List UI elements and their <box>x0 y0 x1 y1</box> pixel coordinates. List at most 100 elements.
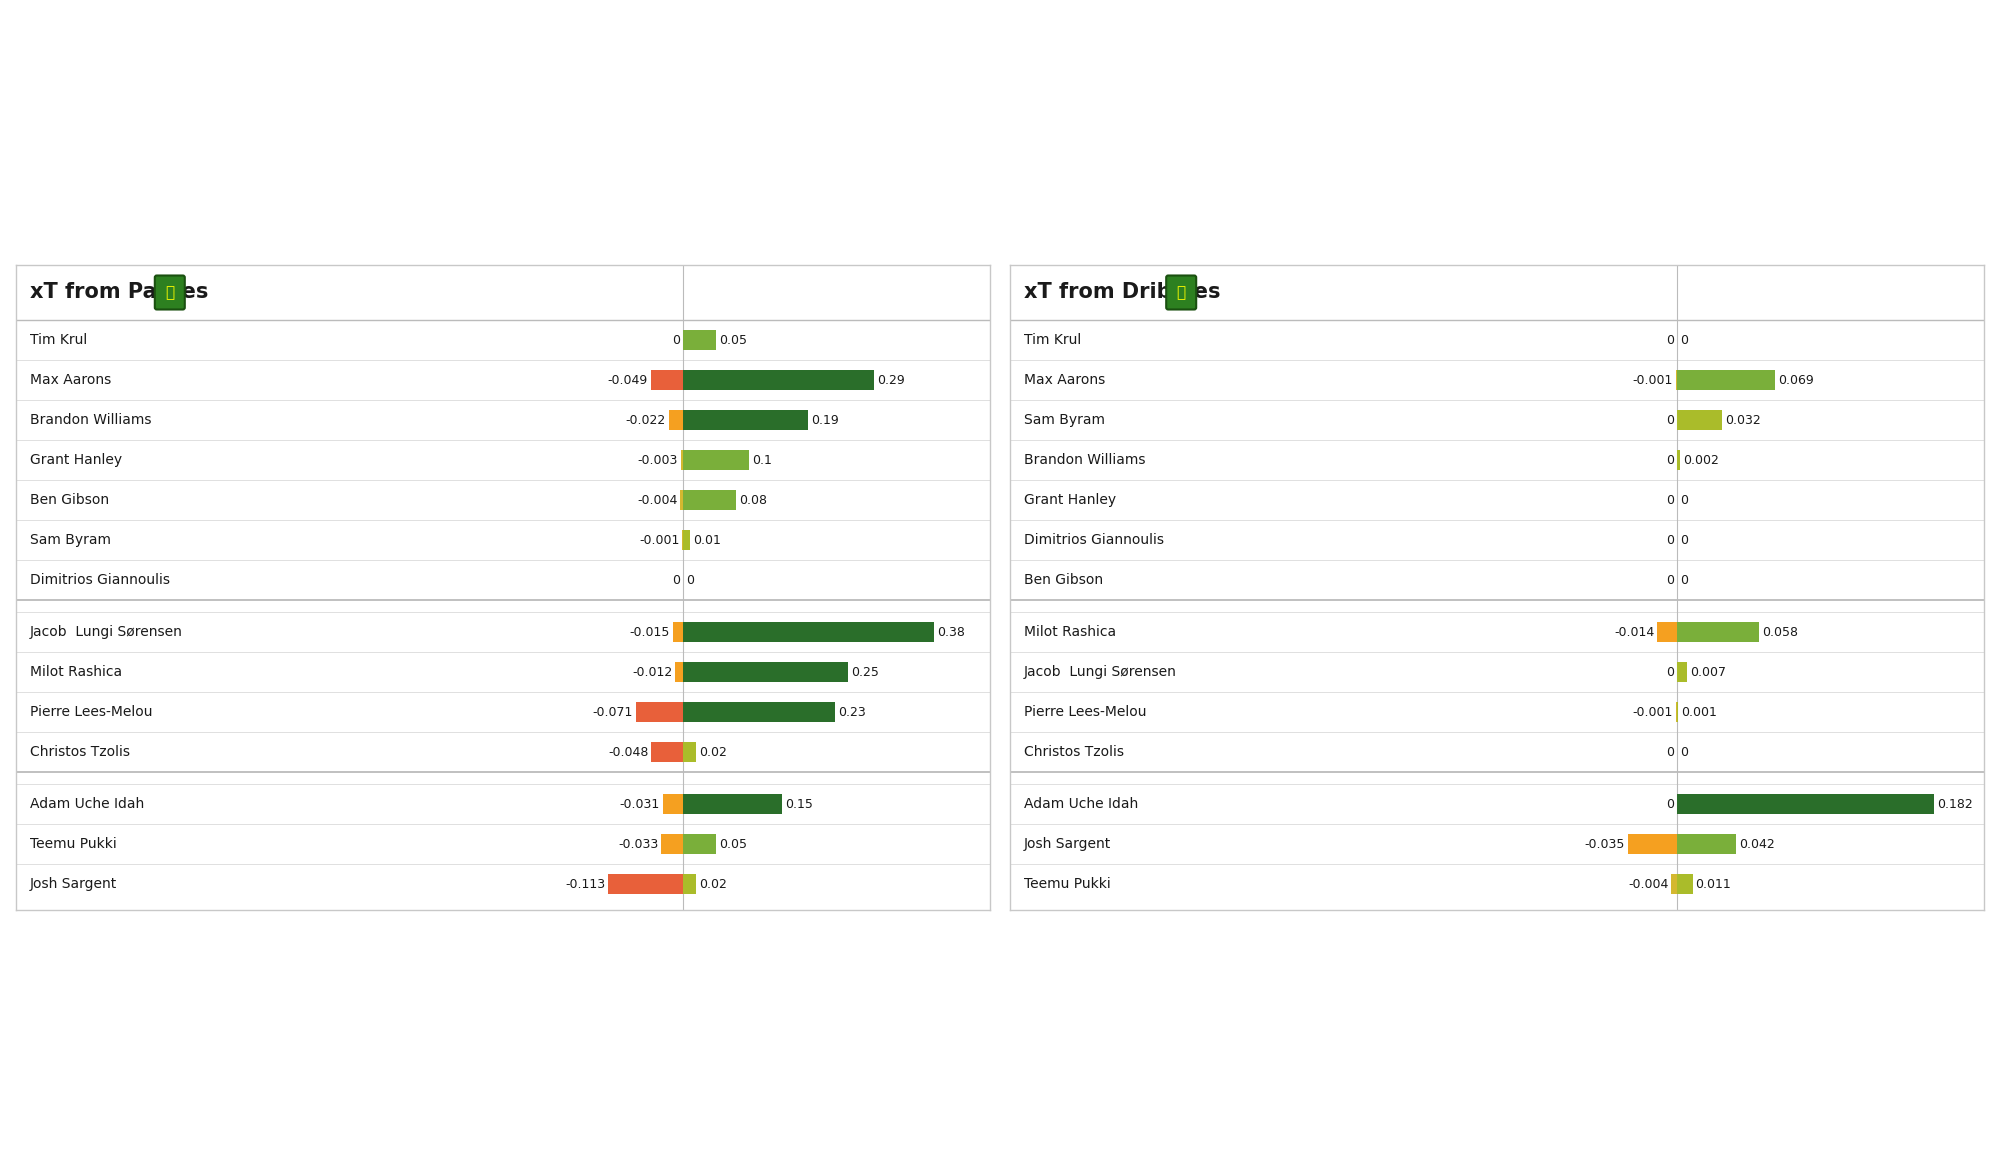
Text: 0: 0 <box>1680 573 1688 586</box>
Text: 0.05: 0.05 <box>720 334 748 347</box>
Bar <box>684 834 716 853</box>
Bar <box>684 874 696 894</box>
Text: 0.15: 0.15 <box>786 798 812 811</box>
Text: Jacob  Lungi Sørensen: Jacob Lungi Sørensen <box>1024 665 1176 679</box>
Text: Josh Sargent: Josh Sargent <box>30 877 118 891</box>
Bar <box>674 623 684 642</box>
Bar <box>1678 874 1692 894</box>
Text: ⚽: ⚽ <box>1172 281 1186 304</box>
Text: 0.042: 0.042 <box>1740 838 1776 851</box>
Text: Christos Tzolis: Christos Tzolis <box>1024 745 1124 759</box>
Text: xT from Passes: xT from Passes <box>30 282 208 302</box>
Text: 0.007: 0.007 <box>1690 665 1726 678</box>
Text: Milot Rashica: Milot Rashica <box>1024 625 1116 639</box>
Text: -0.003: -0.003 <box>638 454 678 466</box>
Text: Dimitrios Giannoulis: Dimitrios Giannoulis <box>30 573 170 588</box>
Text: -0.022: -0.022 <box>626 414 666 427</box>
Text: Josh Sargent: Josh Sargent <box>1024 837 1112 851</box>
Bar <box>676 663 684 682</box>
Text: 0: 0 <box>1666 798 1674 811</box>
Text: 0.032: 0.032 <box>1726 414 1762 427</box>
Text: Sam Byram: Sam Byram <box>1024 412 1104 427</box>
Text: 🐦: 🐦 <box>166 286 174 300</box>
Text: 0.002: 0.002 <box>1682 454 1718 466</box>
Bar <box>1672 874 1678 894</box>
Text: 0.058: 0.058 <box>1762 625 1798 638</box>
Text: 0.19: 0.19 <box>812 414 840 427</box>
Text: -0.048: -0.048 <box>608 745 648 759</box>
Text: Ben Gibson: Ben Gibson <box>30 494 110 506</box>
Text: 0: 0 <box>672 334 680 347</box>
Bar <box>1678 370 1774 390</box>
Text: -0.012: -0.012 <box>632 665 672 678</box>
Text: 0: 0 <box>1680 533 1688 546</box>
Bar <box>684 450 750 470</box>
Text: 0.01: 0.01 <box>692 533 720 546</box>
Bar <box>650 370 684 390</box>
Bar <box>1658 623 1678 642</box>
Text: Brandon Williams: Brandon Williams <box>30 412 152 427</box>
Text: Dimitrios Giannoulis: Dimitrios Giannoulis <box>1024 533 1164 548</box>
Text: 0.069: 0.069 <box>1778 374 1814 387</box>
Text: Brandon Williams: Brandon Williams <box>1024 454 1146 466</box>
Text: -0.004: -0.004 <box>638 494 678 506</box>
Text: 0: 0 <box>1680 745 1688 759</box>
Text: 0.23: 0.23 <box>838 705 866 718</box>
Text: 🐦: 🐦 <box>1176 286 1186 300</box>
Text: 0.08: 0.08 <box>738 494 766 506</box>
Text: ⚽: ⚽ <box>160 281 174 304</box>
Bar <box>1678 794 1934 813</box>
Bar <box>1678 623 1760 642</box>
Text: 0: 0 <box>1666 533 1674 546</box>
Bar <box>684 743 696 761</box>
Text: -0.035: -0.035 <box>1584 838 1624 851</box>
Bar <box>684 663 848 682</box>
Text: -0.004: -0.004 <box>1628 878 1668 891</box>
Text: 0: 0 <box>1680 334 1688 347</box>
Text: Grant Hanley: Grant Hanley <box>1024 494 1116 506</box>
Text: 0.182: 0.182 <box>1938 798 1974 811</box>
Text: Sam Byram: Sam Byram <box>30 533 112 548</box>
Text: Tim Krul: Tim Krul <box>1024 333 1082 347</box>
Text: Adam Uche Idah: Adam Uche Idah <box>1024 797 1138 811</box>
Text: 0.011: 0.011 <box>1696 878 1732 891</box>
Text: -0.001: -0.001 <box>640 533 680 546</box>
Text: Ben Gibson: Ben Gibson <box>1024 573 1104 588</box>
Text: 0.1: 0.1 <box>752 454 772 466</box>
Text: Tim Krul: Tim Krul <box>30 333 88 347</box>
Bar <box>680 490 684 510</box>
Text: -0.031: -0.031 <box>620 798 660 811</box>
Bar <box>608 874 684 894</box>
Bar <box>1678 663 1686 682</box>
Text: Milot Rashica: Milot Rashica <box>30 665 122 679</box>
Text: 0: 0 <box>1666 414 1674 427</box>
Bar <box>662 794 684 813</box>
Text: 0: 0 <box>672 573 680 586</box>
Text: Jacob  Lungi Sørensen: Jacob Lungi Sørensen <box>30 625 182 639</box>
Text: 0: 0 <box>1666 573 1674 586</box>
Text: Max Aarons: Max Aarons <box>1024 372 1106 387</box>
Bar <box>684 370 874 390</box>
Text: 0.02: 0.02 <box>700 878 728 891</box>
Bar <box>1678 834 1736 853</box>
Bar <box>652 743 684 761</box>
Text: Adam Uche Idah: Adam Uche Idah <box>30 797 144 811</box>
FancyBboxPatch shape <box>154 275 184 309</box>
Text: -0.071: -0.071 <box>592 705 634 718</box>
Text: -0.033: -0.033 <box>618 838 658 851</box>
Text: 0: 0 <box>1666 334 1674 347</box>
Bar <box>684 623 934 642</box>
Text: 0.05: 0.05 <box>720 838 748 851</box>
Text: Grant Hanley: Grant Hanley <box>30 454 122 466</box>
Text: 0.02: 0.02 <box>700 745 728 759</box>
Bar <box>1678 410 1722 430</box>
Bar <box>684 330 716 350</box>
Bar <box>684 703 834 721</box>
Text: -0.049: -0.049 <box>608 374 648 387</box>
Text: xT from Dribbles: xT from Dribbles <box>1024 282 1220 302</box>
Text: Pierre Lees-Melou: Pierre Lees-Melou <box>1024 705 1146 719</box>
Text: 0.001: 0.001 <box>1682 705 1718 718</box>
Text: -0.015: -0.015 <box>630 625 670 638</box>
Bar <box>636 703 684 721</box>
Text: 0: 0 <box>1666 454 1674 466</box>
